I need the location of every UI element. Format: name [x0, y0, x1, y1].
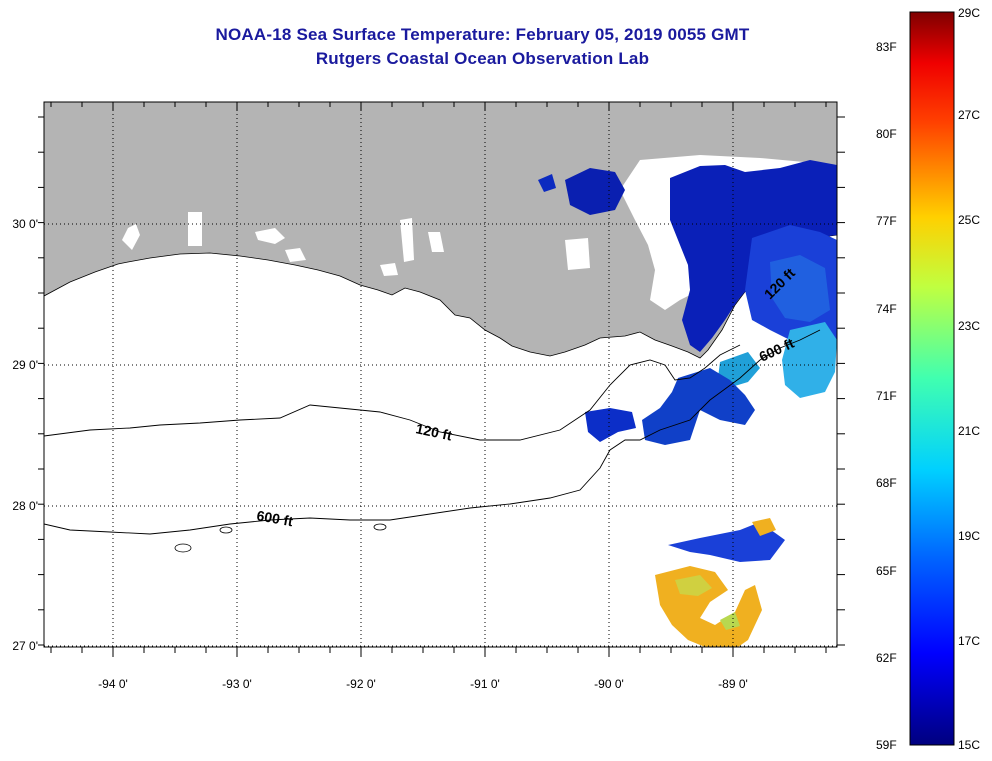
colorbar-fahrenheit-label: 59F: [876, 738, 897, 752]
lon-label: -92 0': [346, 677, 376, 691]
lat-label: 28 0': [12, 499, 38, 513]
contour-label-600ft: 600 ft: [255, 507, 294, 529]
chart-subtitle: Rutgers Coastal Ocean Observation Lab: [315, 49, 650, 68]
colorbar-celsius-label: 15C: [958, 738, 981, 752]
lat-label: 29 0': [12, 358, 38, 372]
colorbar-fahrenheit-label: 65F: [876, 564, 897, 578]
colorbar-celsius-label: 17C: [958, 634, 981, 648]
axis-ticks: [38, 102, 845, 657]
colorbar-celsius-label: 27C: [958, 108, 981, 122]
colorbar-celsius-label: 21C: [958, 424, 981, 438]
grid-lines: [44, 102, 837, 647]
contour-120ft: [44, 344, 741, 441]
colorbar-celsius-label: 19C: [958, 529, 981, 543]
lon-label: -89 0': [718, 677, 748, 691]
colorbar-fahrenheit-label: 83F: [876, 40, 897, 54]
colorbar-celsius-label: 23C: [958, 319, 981, 333]
lon-label: -93 0': [222, 677, 252, 691]
chart-title: NOAA-18 Sea Surface Temperature: Februar…: [215, 25, 750, 44]
colorbar-fahrenheit-label: 77F: [876, 214, 897, 228]
lon-axis: -94 0' -93 0' -92 0' -91 0' -90 0' -89 0…: [98, 677, 748, 691]
lon-label: -90 0': [594, 677, 624, 691]
lon-label: -91 0': [470, 677, 500, 691]
lat-label: 30 0': [12, 217, 38, 231]
colorbar-celsius-label: 25C: [958, 213, 981, 227]
colorbar-fahrenheit-label: 68F: [876, 476, 897, 490]
colorbar-fahrenheit-label: 62F: [876, 651, 897, 665]
contour-600ft: [44, 329, 821, 535]
colorbar-celsius-label: 29C: [958, 6, 981, 20]
lat-axis: 30 0' 29 0' 28 0' 27 0': [12, 217, 38, 653]
sst-cold-patches: [538, 160, 837, 445]
colorbar-fahrenheit-label: 71F: [876, 389, 897, 403]
lon-label: -94 0': [98, 677, 128, 691]
colorbar: [909, 11, 955, 746]
contour-label-120ft: 120 ft: [414, 420, 453, 443]
colorbar-fahrenheit-label: 80F: [876, 127, 897, 141]
sst-warm-patches: [655, 518, 785, 647]
plot-frame: [43, 101, 838, 648]
lat-label: 27 0': [12, 639, 38, 653]
colorbar-fahrenheit-label: 74F: [876, 302, 897, 316]
